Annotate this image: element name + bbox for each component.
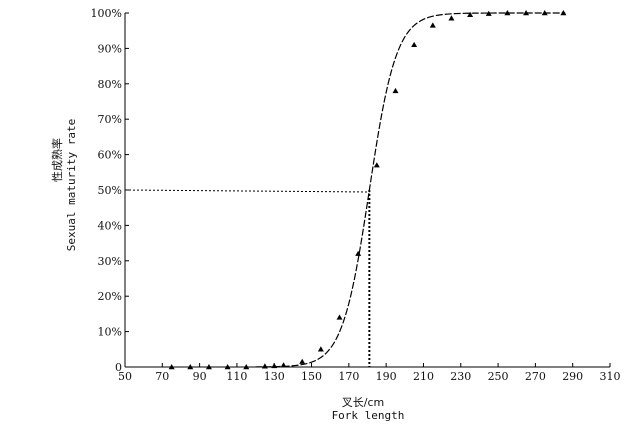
x-tick-label: 70 bbox=[155, 370, 169, 383]
data-points bbox=[168, 10, 567, 370]
data-point bbox=[317, 346, 324, 352]
x-tick-label: 130 bbox=[264, 370, 285, 383]
y-tick-label: 30% bbox=[98, 255, 122, 268]
data-point bbox=[168, 364, 175, 370]
data-point bbox=[187, 364, 194, 370]
data-point bbox=[373, 162, 380, 168]
x-tick-label: 150 bbox=[301, 370, 322, 383]
data-point bbox=[205, 364, 212, 370]
x-axis-label-en: Fork length bbox=[332, 409, 405, 422]
x-tick-label: 270 bbox=[525, 370, 546, 383]
data-point bbox=[485, 10, 492, 16]
y-tick-label: 80% bbox=[98, 78, 122, 91]
x-tick-label: 110 bbox=[226, 370, 247, 383]
y-tick-label: 70% bbox=[98, 113, 122, 126]
x-tick-label: 290 bbox=[562, 370, 583, 383]
x-tick-label: 50 bbox=[118, 370, 132, 383]
data-point bbox=[560, 10, 567, 16]
data-point bbox=[541, 10, 548, 16]
data-point bbox=[392, 87, 399, 94]
y-tick-label: 0 bbox=[115, 361, 122, 374]
y-tick-label: 50% bbox=[98, 184, 122, 197]
y-tick-label: 90% bbox=[98, 42, 122, 55]
data-point bbox=[336, 314, 343, 320]
y-axis-label-en: Sexual maturity rate bbox=[65, 119, 78, 251]
y-tick-label: 60% bbox=[98, 149, 122, 162]
y-axis-label-cn: 性成熟率 bbox=[50, 138, 64, 182]
ticks: 50 70 90 110 130 150 170 190 210 230 250 270 290 310 0… bbox=[91, 7, 621, 383]
fitted-curve bbox=[255, 12, 566, 368]
data-point bbox=[411, 41, 418, 48]
data-point bbox=[504, 10, 511, 16]
reference-line-horizontal bbox=[124, 189, 370, 193]
x-tick-label: 90 bbox=[193, 370, 207, 383]
y-tick-label: 100% bbox=[91, 7, 122, 20]
y-tick-label: 20% bbox=[98, 290, 122, 303]
axes bbox=[124, 13, 610, 368]
x-tick-label: 170 bbox=[338, 370, 359, 383]
data-point bbox=[271, 362, 278, 369]
data-point bbox=[523, 10, 530, 16]
x-axis-label-cn: 叉长/cm bbox=[342, 396, 384, 409]
y-tick-label: 40% bbox=[98, 219, 122, 232]
reference-lines bbox=[124, 189, 371, 367]
fitted-curve-group bbox=[255, 12, 566, 368]
data-point bbox=[280, 362, 287, 368]
x-tick-label: 210 bbox=[413, 370, 434, 383]
data-point bbox=[467, 11, 474, 17]
x-tick-label: 230 bbox=[450, 370, 471, 383]
data-point bbox=[448, 15, 455, 21]
data-point bbox=[429, 22, 436, 28]
data-point bbox=[355, 250, 362, 256]
data-point bbox=[224, 364, 231, 370]
x-tick-label: 250 bbox=[488, 370, 509, 383]
data-point bbox=[261, 363, 268, 369]
y-tick-label: 10% bbox=[98, 326, 122, 339]
data-point bbox=[243, 364, 250, 370]
x-tick-label: 190 bbox=[376, 370, 397, 383]
x-tick-label: 310 bbox=[600, 370, 621, 383]
data-point bbox=[299, 358, 306, 364]
